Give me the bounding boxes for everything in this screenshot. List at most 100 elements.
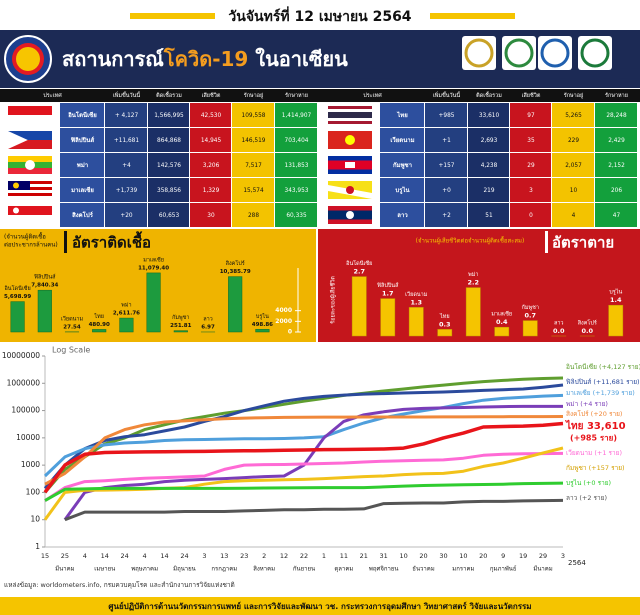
footer-credit: ศูนย์ปฏิบัติการด้านนวัตกรรมการแพทย์ และก… [108, 601, 531, 612]
month-label: พฤษภาคม [131, 566, 158, 573]
flag-part [328, 106, 372, 109]
table-cell-text: +1 [442, 138, 451, 144]
value-label: 251.81 [170, 323, 191, 329]
table-cell-text: อินโดนีเซีย [68, 111, 97, 119]
month-label: กรกฎาคม [211, 566, 237, 573]
month-label: มิถุนายน [173, 566, 196, 573]
table-cell [148, 203, 189, 227]
table-cell-text: 14,945 [201, 138, 222, 144]
month-label: กันยายน [293, 566, 315, 573]
column-header: เสียชีวิต [522, 92, 541, 99]
table-cell-text: 2,429 [608, 138, 625, 144]
y-tick-label: 10000000 [2, 351, 40, 360]
table-cell-text: 4 [572, 213, 576, 219]
asean-logo [16, 47, 40, 71]
series-label: สิงคโปร์ (+20 ราย) [566, 410, 623, 418]
x-tick-label: 3 [561, 552, 565, 560]
flag-part [8, 156, 52, 162]
table-cell [510, 103, 551, 127]
value-label: 0.7 [524, 312, 536, 320]
column-header: ประเทศ [43, 92, 62, 99]
table-cell-text: +985 [439, 113, 455, 119]
footer-bar [0, 597, 640, 615]
month-label: มีนาคม [55, 565, 74, 573]
column-header: ติดเชื้อรวม [156, 91, 183, 99]
table-cell-text: ฟิลิปปินส์ [70, 136, 94, 144]
table-cell-text: กัมพูชา [393, 161, 412, 170]
deco-bar [430, 13, 515, 19]
category-label: สิงคโปร์ [577, 319, 597, 327]
table-cell-text: ไทย [396, 111, 408, 119]
y-tick-label: 1 [35, 542, 40, 551]
x-tick-label: 14 [160, 552, 168, 560]
table-cell-text: 343,953 [285, 188, 309, 194]
table-cell-text: 1,566,995 [154, 113, 184, 119]
series-label: พม่า (+4 ราย) [566, 400, 608, 408]
category-label: กัมพูชา [522, 304, 539, 311]
table-cell [510, 203, 551, 227]
flag-part [345, 135, 355, 145]
y-tick-label: 0 [288, 329, 292, 336]
table-cell [595, 153, 637, 177]
y-axis-label: ร้อยละของผู้เสียชีวิต [330, 276, 337, 324]
category-label: มาเลเซีย [491, 311, 512, 318]
panel-title: อัตราติดเชื้อ [72, 231, 151, 252]
date: วันจันทร์ที่ 12 เมษายน 2564 [228, 6, 411, 25]
value-label: 5,698.99 [4, 294, 31, 300]
category-label: กัมพูชา [172, 314, 189, 321]
flag-part [328, 121, 372, 124]
table-cell-text: 97 [527, 113, 535, 119]
table-cell-text: 5,265 [565, 113, 582, 119]
table-cell-text: 2,057 [565, 163, 582, 169]
category-label: ฟิลิปปินส์ [376, 282, 399, 289]
table-cell-text: +157 [439, 163, 455, 169]
table-cell [275, 203, 317, 227]
table-cell [510, 128, 551, 152]
y-tick-label: 10000 [16, 433, 40, 442]
table-cell [595, 178, 637, 202]
category-label: มาเลเซีย [143, 256, 164, 263]
value-label: 2.7 [353, 268, 365, 276]
deco-bar [130, 13, 215, 19]
title-highlight: โควิด-19 [163, 47, 248, 71]
flag-part [346, 211, 354, 219]
table-cell-text: 29 [527, 163, 535, 169]
value-label: 0.0 [581, 327, 593, 335]
table-cell-text: 0 [529, 213, 533, 219]
value-label: 7,840.34 [31, 283, 58, 289]
table-cell-text: 30 [207, 213, 215, 219]
table-cell-text: +11,681 [114, 138, 139, 144]
org-logo [504, 38, 534, 68]
table-cell-text: พม่า [77, 162, 88, 169]
column-header: รักษาอยู่ [564, 92, 584, 99]
x-tick-label: 20 [479, 552, 487, 560]
series-label: เวียดนาม (+1 ราย) [566, 449, 622, 457]
bar [37, 289, 52, 333]
bar [119, 317, 134, 333]
panel-subtitle: (จำนวนผู้เสียชีวิตต่อจำนวนผู้ติดเชื้อสะส… [416, 235, 525, 245]
bar [173, 330, 188, 333]
table-cell-text: 35 [527, 138, 535, 144]
table-cell [468, 103, 509, 127]
series-line [44, 415, 564, 486]
series-label: ฟิลิปปินส์ (+11,681 ราย) [566, 378, 640, 386]
table-cell-text: 7,517 [245, 163, 262, 169]
category-label: บรูไน [256, 313, 269, 320]
x-tick-label: 9 [501, 552, 505, 560]
series-label: ลาว (+2 ราย) [566, 494, 607, 502]
value-label: 1.3 [410, 298, 422, 306]
table-cell-text: 146,519 [242, 138, 266, 144]
table-cell-text: 4,238 [481, 163, 498, 169]
table-header-bg [0, 89, 320, 102]
value-label: 6.97 [201, 324, 215, 330]
org-logo [580, 38, 610, 68]
table-cell [60, 178, 104, 202]
table-cell-text: เวียดนาม [390, 136, 414, 144]
table-cell-text: สิงคโปร์ [72, 211, 94, 219]
bar [465, 287, 481, 337]
x-tick-label: 11 [340, 552, 348, 560]
table-cell [425, 203, 467, 227]
table-cell [275, 128, 317, 152]
chart-title: Log Scale [52, 346, 90, 355]
value-label: 1.4 [610, 296, 622, 304]
